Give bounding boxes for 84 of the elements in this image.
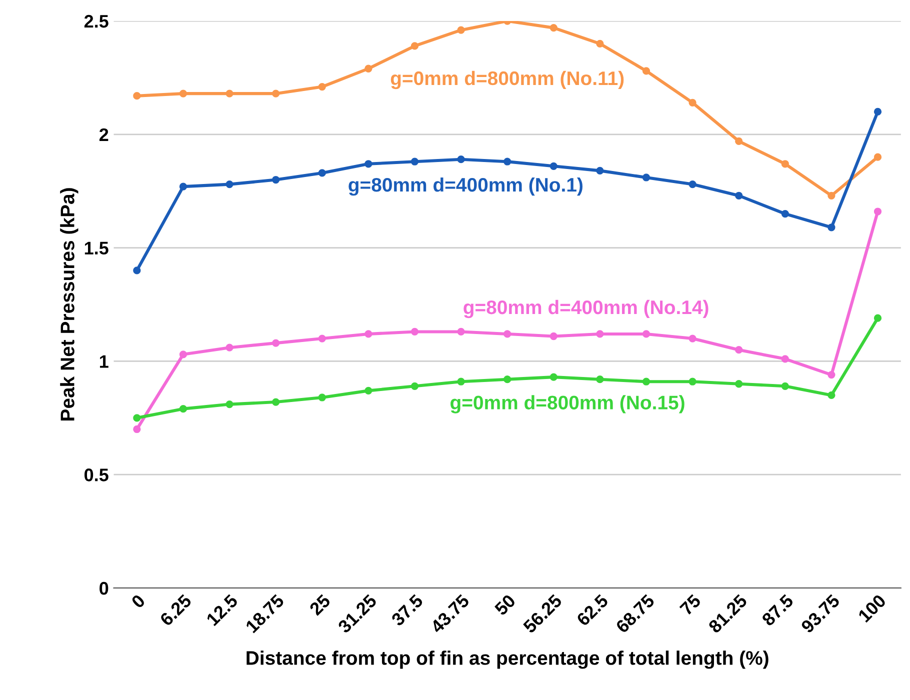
point [410,42,419,50]
point [318,394,326,402]
point [318,334,326,342]
y-tick-label: 2.5 [84,14,108,28]
point [874,108,882,116]
point [688,334,696,342]
point [688,378,696,386]
point [179,90,188,98]
point [226,344,234,352]
point [642,174,650,182]
series-label: g=0mm d=800mm (No.11) [390,70,624,90]
point [504,330,512,338]
point [596,166,604,175]
y-tick-label: 0 [100,582,108,595]
point [272,339,280,347]
point [828,192,836,200]
x-tick-label: 0 [130,594,146,609]
point [828,370,836,379]
point [596,40,604,48]
point [364,64,372,72]
point [364,330,372,338]
point [828,224,836,232]
point [226,400,234,408]
y-tick-label: 1.5 [84,242,108,255]
point [410,382,419,390]
point [179,182,188,190]
point [642,378,650,386]
y-tick-label: 1 [100,355,108,368]
series-label: g=80mm d=400mm (No.1) [348,177,582,196]
point [735,380,743,388]
point [318,169,326,177]
x-tick-label: 75 [679,594,702,616]
series-label: g=80mm d=400mm (No.14) [464,300,708,318]
point [226,180,234,188]
x-tick-label: 25 [308,594,332,616]
point [410,328,419,336]
point [457,26,465,34]
point [596,376,604,384]
point [226,90,234,98]
y-axis-title: Peak Net Pressures (kPa) [60,188,78,420]
point [642,330,650,338]
point [688,98,696,106]
y-tick-label: 0.5 [84,468,108,482]
point [272,398,280,406]
point [781,210,789,218]
point [735,346,743,354]
point [133,266,141,274]
point [874,208,882,216]
point [550,332,558,340]
point [457,156,465,164]
point [550,162,558,170]
x-axis-title: Distance from top of fin as percentage of total length (%) [246,650,768,669]
point [272,90,280,98]
point [179,350,188,358]
point [457,328,465,336]
point [781,160,789,168]
point [272,176,280,184]
x-tick-label: 50 [494,594,516,616]
y-tick-label: 2 [99,128,108,141]
point [504,376,512,384]
point [781,382,789,390]
point [504,158,512,166]
point [457,378,465,386]
point [179,405,188,413]
x-tick-label: 100 [858,594,887,623]
point [735,137,743,146]
point [874,153,882,161]
point [874,314,882,322]
point [688,180,696,188]
point [735,192,743,200]
point [781,355,789,363]
point [133,92,141,100]
point [642,67,650,75]
point [410,158,419,166]
point [133,425,141,434]
point [364,386,372,395]
point [133,414,141,422]
series-label: g=0mm d=800mm (No.15) [450,395,684,414]
point [828,391,836,400]
point [596,330,604,338]
point [550,24,558,32]
point [550,373,558,381]
point [364,160,372,168]
point [318,82,326,91]
